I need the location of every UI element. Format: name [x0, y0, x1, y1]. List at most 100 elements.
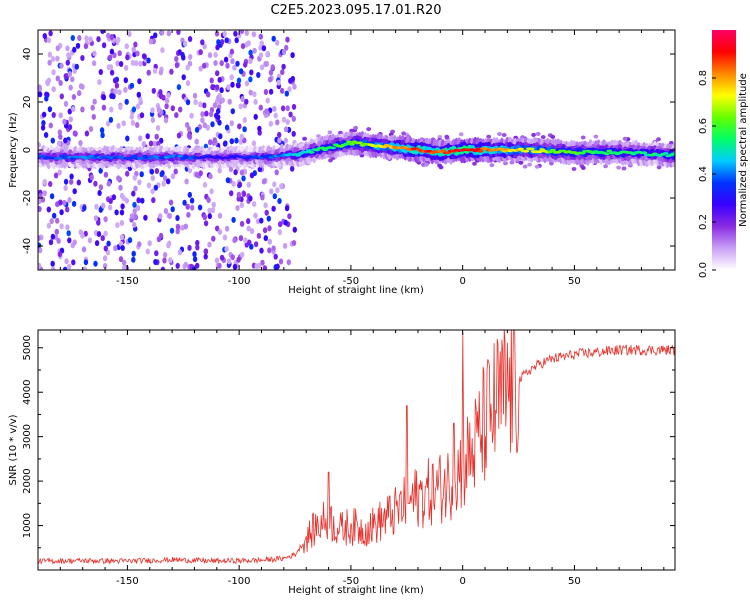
heatmap-noise-cell — [48, 122, 53, 129]
heatmap-noise-cell — [159, 30, 165, 36]
heatmap-noise-cell — [187, 191, 192, 198]
y-tick-label: 4000 — [22, 379, 33, 404]
heatmap-noise-cell — [233, 169, 238, 176]
heatmap-noise-cell — [117, 50, 122, 57]
heatmap-noise-cell — [55, 217, 60, 224]
heatmap-noise-cell — [249, 172, 255, 179]
heatmap-noise-cell — [132, 174, 137, 181]
heatmap-noise-cell — [210, 84, 215, 91]
heatmap-noise-cell — [271, 35, 276, 42]
heatmap-noise-cell — [132, 208, 137, 215]
heatmap-noise-cell — [91, 113, 97, 120]
x-tick-label: -100 — [228, 276, 251, 287]
heatmap-noise-cell — [174, 62, 180, 69]
heatmap-noise-cell — [186, 132, 192, 139]
heatmap-noise-cell — [67, 124, 73, 131]
heatmap-signal-cell — [662, 152, 669, 155]
x-tick-label: -150 — [116, 276, 139, 287]
heatmap-noise-cell — [248, 76, 253, 83]
heatmap-noise-cell — [283, 219, 288, 226]
heatmap-noise-cell — [200, 39, 205, 46]
heatmap-noise-cell — [121, 264, 127, 270]
heatmap-noise-cell — [192, 256, 198, 263]
heatmap-noise-cell — [239, 220, 245, 227]
heatmap-noise-cell — [224, 225, 230, 232]
heatmap-noise-cell — [145, 248, 150, 255]
heatmap-noise-cell — [131, 106, 137, 113]
x-tick-label: -50 — [343, 576, 359, 587]
heatmap-noise-cell — [198, 65, 203, 72]
heatmap-signal-cell — [474, 147, 481, 151]
heatmap-noise-cell — [263, 202, 268, 209]
heatmap-noise-cell — [283, 126, 289, 133]
heatmap-noise-cell — [74, 63, 80, 70]
heatmap-noise-cell — [173, 168, 178, 175]
x-tick-label: -50 — [343, 276, 359, 287]
heatmap-noise-cell — [55, 55, 60, 62]
heatmap-noise-cell — [62, 118, 67, 125]
y-tick-label: 5000 — [22, 335, 33, 360]
heatmap-noise-cell — [284, 205, 290, 212]
heatmap-noise-cell — [271, 205, 276, 212]
heatmap-halo-cell — [522, 164, 528, 169]
heatmap-noise-cell — [292, 226, 297, 233]
heatmap-noise-cell — [125, 135, 130, 142]
heatmap-noise-cell — [97, 190, 102, 196]
heatmap-noise-cell — [187, 36, 193, 42]
heatmap-noise-cell — [120, 245, 125, 251]
heatmap-noise-cell — [208, 111, 214, 118]
heatmap-noise-cell — [239, 133, 244, 140]
heatmap-noise-cell — [51, 86, 56, 93]
heatmap-noise-cell — [55, 75, 60, 82]
heatmap-halo-cell — [438, 165, 444, 170]
heatmap-noise-cell — [123, 77, 128, 84]
heatmap-noise-cell — [80, 232, 85, 239]
heatmap-noise-cell — [137, 241, 142, 248]
heatmap-noise-cell — [235, 205, 240, 211]
heatmap-halo-cell — [497, 132, 502, 136]
heatmap-noise-cell — [215, 84, 220, 91]
y-tick-label: 3000 — [22, 424, 33, 449]
heatmap-noise-cell — [56, 140, 62, 147]
y-tick-label: 20 — [22, 96, 33, 109]
heatmap-noise-cell — [204, 110, 209, 117]
heatmap-noise-cell — [280, 69, 285, 76]
heatmap-noise-cell — [65, 206, 70, 213]
heatmap-noise-cell — [244, 30, 249, 36]
heatmap-noise-cell — [226, 258, 232, 265]
heatmap-noise-cell — [62, 199, 67, 206]
heatmap-noise-cell — [232, 263, 238, 270]
heatmap-halo-cell — [550, 134, 556, 139]
heatmap-noise-cell — [260, 259, 265, 266]
colorbar-label: Normalized spectral amplitude — [738, 73, 749, 227]
heatmap-noise-cell — [258, 52, 264, 59]
heatmap-noise-cell — [38, 206, 42, 212]
heatmap-noise-cell — [214, 30, 220, 37]
heatmap-noise-cell — [242, 126, 247, 133]
heatmap-noise-cell — [224, 246, 229, 252]
heatmap-noise-cell — [83, 259, 89, 266]
heatmap-noise-cell — [258, 104, 263, 111]
heatmap-noise-cell — [42, 33, 47, 39]
heatmap-noise-cell — [212, 137, 217, 144]
heatmap-noise-cell — [129, 82, 135, 89]
heatmap-noise-cell — [88, 36, 93, 43]
heatmap-signal-cell — [179, 157, 186, 160]
heatmap-noise-cell — [175, 215, 180, 221]
heatmap-noise-cell — [248, 89, 253, 96]
heatmap-noise-cell — [89, 174, 94, 181]
colorbar: 0.0 0.2 0.4 0.6 0.8 Normalized spectral ampl… — [698, 30, 749, 278]
heatmap-noise-cell — [184, 178, 189, 185]
heatmap-noise-cell — [286, 259, 291, 266]
heatmap-noise-cell — [232, 64, 237, 71]
heatmap-noise-cell — [153, 184, 158, 191]
heatmap-noise-cell — [133, 185, 138, 192]
heatmap-noise-cell — [146, 57, 151, 64]
heatmap-noise-cell — [206, 91, 211, 98]
heatmap-noise-cell — [48, 30, 53, 37]
heatmap-noise-cell — [230, 81, 235, 88]
heatmap-noise-cell — [267, 225, 272, 232]
heatmap-noise-cell — [219, 60, 224, 67]
heatmap-noise-cell — [150, 117, 156, 123]
heatmap-noise-cell — [77, 90, 82, 97]
